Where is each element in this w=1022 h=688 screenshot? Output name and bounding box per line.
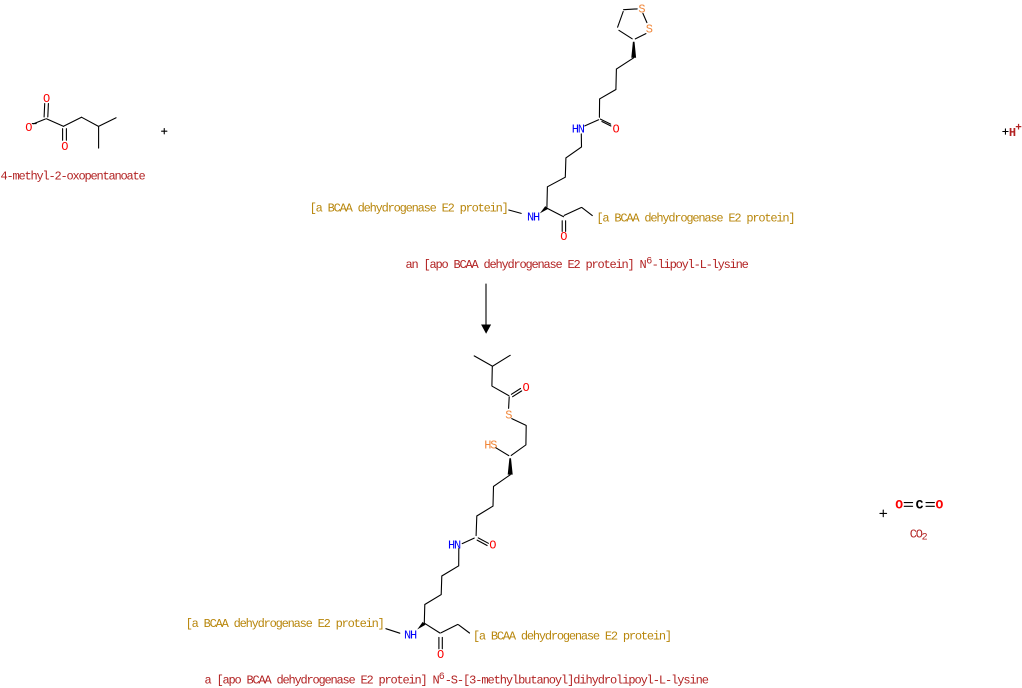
svg-text:[a BCAA dehydrogenase E2 prote: [a BCAA dehydrogenase E2 protein]: [186, 617, 384, 631]
svg-text:O: O: [612, 123, 619, 137]
svg-text:O: O: [61, 140, 68, 154]
svg-text:a [apo BCAA dehydrogenase E2 p: a [apo BCAA dehydrogenase E2 protein] N: [205, 673, 440, 687]
svg-text:[a BCAA dehydrogenase E2 prote: [a BCAA dehydrogenase E2 protein]: [473, 630, 671, 644]
svg-text:O: O: [437, 648, 444, 662]
svg-text:[a BCAA dehydrogenase E2 prote: [a BCAA dehydrogenase E2 protein]: [596, 211, 794, 225]
svg-text:O: O: [43, 92, 50, 106]
svg-text:C: C: [916, 498, 924, 513]
svg-text:O: O: [895, 498, 903, 513]
svg-text:6: 6: [439, 672, 445, 683]
svg-text:+: +: [1015, 123, 1022, 135]
svg-text:-lipoyl-L-lysine: -lipoyl-L-lysine: [652, 258, 749, 272]
svg-text:-S-[3-methylbutanoyl]dihydroli: -S-[3-methylbutanoyl]dihydrolipoyl-L-lys…: [445, 673, 709, 687]
svg-text:H: H: [1009, 126, 1016, 140]
svg-text:S: S: [505, 409, 512, 423]
svg-text:[a BCAA dehydrogenase E2 prote: [a BCAA dehydrogenase E2 protein]: [310, 201, 508, 215]
svg-text:O: O: [25, 121, 32, 135]
svg-text:HS: HS: [484, 439, 497, 453]
svg-text:O: O: [489, 538, 496, 552]
svg-text:NH: NH: [404, 629, 417, 643]
svg-text:an [apo BCAA dehydrogenase E2: an [apo BCAA dehydrogenase E2 protein] N: [406, 258, 647, 272]
svg-text:S: S: [646, 23, 653, 37]
svg-text:CO: CO: [910, 528, 923, 542]
svg-text:2: 2: [922, 533, 928, 544]
svg-text:S: S: [638, 3, 645, 17]
svg-text:HN: HN: [572, 123, 585, 137]
svg-text:O: O: [935, 498, 943, 513]
svg-text:6: 6: [646, 256, 652, 267]
svg-text:4-methyl-2-oxopentanoate: 4-methyl-2-oxopentanoate: [1, 170, 146, 184]
svg-text:O: O: [522, 381, 529, 395]
svg-text:NH: NH: [527, 211, 540, 225]
svg-text:O: O: [560, 230, 567, 244]
